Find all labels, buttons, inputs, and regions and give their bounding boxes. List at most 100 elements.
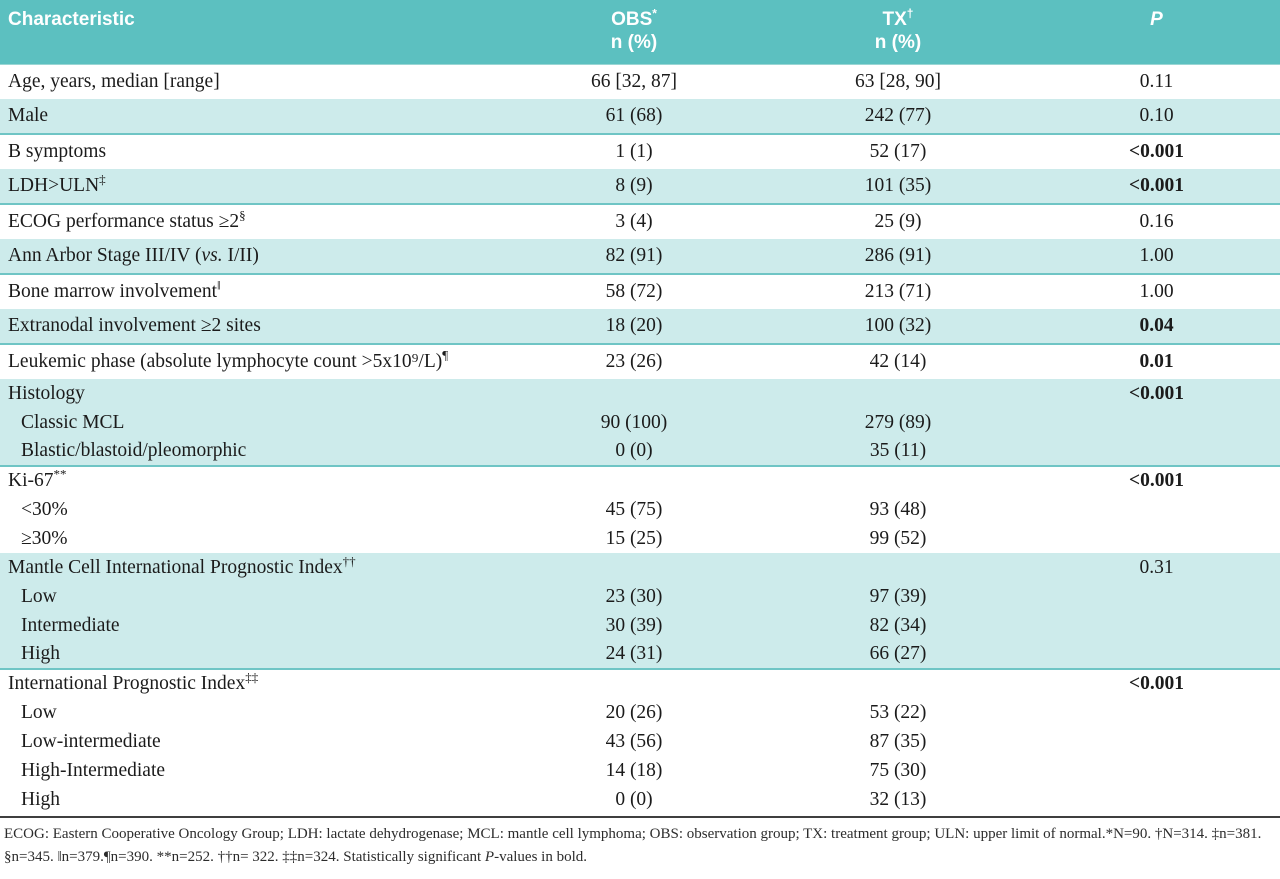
- col-header-obs: OBS* n (%): [505, 0, 763, 64]
- table-row: ≥30% 15 (25) 99 (52): [0, 524, 1280, 553]
- cell-obs: 20 (26): [605, 701, 663, 723]
- cell-tx: 101 (35): [763, 169, 1033, 205]
- table-row: Low-intermediate 43 (56) 87 (35): [0, 727, 1280, 756]
- table-row: Male 61 (68) 242 (77) 0.10: [0, 99, 1280, 135]
- tx-footnote-marker: †: [906, 6, 914, 21]
- cell-tx: 286 (91): [763, 239, 1033, 275]
- cell-tx: 75 (30): [869, 759, 927, 781]
- cell-p: <0.001: [1129, 673, 1184, 694]
- cell-obs: 23 (26): [605, 351, 663, 372]
- col-header-obs-title: OBS*: [611, 6, 657, 30]
- cell-obs: 8 (9): [505, 169, 763, 205]
- cell-characteristic: High: [21, 788, 60, 810]
- header-row: Characteristic OBS* n (%) TX† n (%) P: [0, 0, 1280, 64]
- table-row: ECOG performance status ≥2§ 3 (4) 25 (9) 0.…: [0, 204, 1280, 239]
- cell-p: [1033, 582, 1280, 611]
- cell-p: 0.01: [1139, 351, 1174, 372]
- cell-characteristic: Ki-67**: [8, 466, 67, 492]
- cell-tx: 99 (52): [869, 527, 927, 549]
- cell-p: <0.001: [1033, 379, 1280, 408]
- cell-tx: [763, 466, 1033, 495]
- cell-p: [1033, 495, 1280, 524]
- cell-p: 1.00: [1139, 281, 1174, 302]
- col-header-characteristic: Characteristic: [0, 0, 505, 64]
- cell-obs: 0 (0): [615, 788, 653, 810]
- cell-obs: 24 (31): [505, 640, 763, 670]
- cell-characteristic: Low: [0, 582, 505, 611]
- cell-obs: 0 (0): [505, 437, 763, 467]
- footnote-marker: ††: [342, 553, 356, 568]
- table-row: Bone marrow involvement‖ 58 (72) 213 (71) 1…: [0, 274, 1280, 309]
- cell-characteristic: Intermediate: [0, 611, 505, 640]
- cell-p: <0.001: [1129, 141, 1184, 162]
- footnote-text: ECOG: Eastern Cooperative Oncology Group…: [4, 826, 1262, 865]
- table-row: High-Intermediate 14 (18) 75 (30): [0, 756, 1280, 785]
- cell-tx: 82 (34): [763, 611, 1033, 640]
- cell-tx: 52 (17): [869, 141, 927, 162]
- cell-p: [1033, 524, 1280, 553]
- cell-tx: 87 (35): [869, 730, 927, 752]
- cell-characteristic: LDH>ULN‡: [0, 169, 505, 205]
- cell-characteristic: Male: [0, 99, 505, 135]
- table-body: Age, years, median [range] 66 [32, 87] 63 …: [0, 64, 1280, 814]
- cell-obs: 45 (75): [605, 498, 663, 520]
- table-row: LDH>ULN‡ 8 (9) 101 (35) <0.001: [0, 169, 1280, 205]
- cell-obs: 66 [32, 87]: [590, 70, 678, 92]
- table-row: Low 20 (26) 53 (22): [0, 698, 1280, 727]
- col-header-tx: TX† n (%): [763, 0, 1033, 64]
- cell-characteristic: High: [0, 640, 505, 670]
- col-header-characteristic-label: Characteristic: [8, 9, 135, 30]
- col-header-tx-title: TX†: [882, 6, 914, 30]
- footnote: ECOG: Eastern Cooperative Oncology Group…: [0, 816, 1280, 868]
- col-header-p: P: [1033, 0, 1280, 64]
- cell-characteristic: <30%: [21, 498, 68, 520]
- footnote-marker: ‡: [99, 171, 106, 187]
- cell-obs: 90 (100): [505, 408, 763, 437]
- cell-obs: 30 (39): [505, 611, 763, 640]
- cell-p: [1033, 756, 1280, 785]
- table-row: High 24 (31) 66 (27): [0, 640, 1280, 670]
- cell-obs: 61 (68): [505, 99, 763, 135]
- cell-obs: 3 (4): [615, 211, 653, 232]
- cell-characteristic: B symptoms: [8, 141, 107, 162]
- cell-obs: 1 (1): [615, 141, 653, 162]
- cell-characteristic: Blastic/blastoid/pleomorphic: [0, 437, 505, 467]
- col-header-p-label: P: [1150, 9, 1163, 30]
- table-row: Mantle Cell International Prognostic Ind…: [0, 553, 1280, 582]
- cell-characteristic: ECOG performance status ≥2§: [8, 207, 246, 233]
- cell-obs: 58 (72): [605, 281, 663, 302]
- cell-tx: 213 (71): [864, 281, 932, 302]
- cell-p: [1033, 727, 1280, 756]
- cell-tx: 32 (13): [869, 788, 927, 810]
- cell-tx: 242 (77): [763, 99, 1033, 135]
- cell-tx: 42 (14): [869, 351, 927, 372]
- table-row: B symptoms 1 (1) 52 (17) <0.001: [0, 134, 1280, 169]
- cell-p: [1033, 640, 1280, 670]
- cell-p: 0.31: [1033, 553, 1280, 582]
- cell-obs: 15 (25): [605, 527, 663, 549]
- cell-obs: [505, 466, 763, 495]
- cell-characteristic: ≥30%: [21, 527, 68, 549]
- cell-obs: [505, 553, 763, 582]
- cell-characteristic: Ann Arbor Stage III/IV (vs. I/II): [0, 239, 505, 275]
- table-row: <30% 45 (75) 93 (48): [0, 495, 1280, 524]
- cell-characteristic: Histology: [0, 379, 505, 408]
- table-row: International Prognostic Index‡‡ <0.001: [0, 669, 1280, 698]
- cell-p: [1033, 437, 1280, 467]
- cell-p: 1.00: [1033, 239, 1280, 275]
- cell-tx: [763, 379, 1033, 408]
- table-row: Histology <0.001: [0, 379, 1280, 408]
- cell-characteristic: Age, years, median [range]: [8, 70, 220, 92]
- cell-characteristic: Mantle Cell International Prognostic Ind…: [0, 553, 505, 582]
- cell-characteristic: Leukemic phase (absolute lymphocyte coun…: [8, 347, 449, 373]
- cell-characteristic: Low-intermediate: [21, 730, 161, 752]
- footnote-text-italic: P: [484, 848, 495, 865]
- table-row: Low 23 (30) 97 (39): [0, 582, 1280, 611]
- cell-tx: 93 (48): [869, 498, 927, 520]
- table-row: Leukemic phase (absolute lymphocyte coun…: [0, 344, 1280, 379]
- footnote-marker: ‖: [217, 277, 221, 293]
- cell-characteristic: High-Intermediate: [21, 759, 166, 781]
- cell-tx: 63 [28, 90]: [854, 70, 942, 92]
- cell-tx: 279 (89): [763, 408, 1033, 437]
- obs-footnote-marker: *: [652, 6, 657, 21]
